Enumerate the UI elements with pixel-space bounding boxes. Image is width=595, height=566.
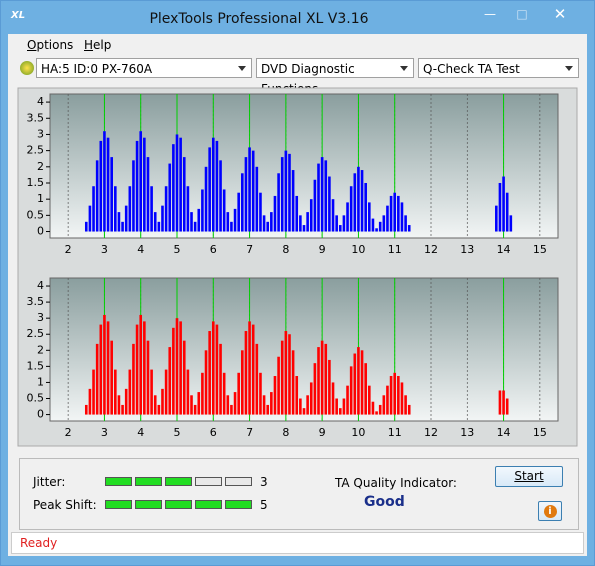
quality-value: Good [364, 494, 405, 510]
window-title: PlexTools Professional XL V3.16 [149, 11, 369, 27]
peak-shift-value: 5 [260, 498, 268, 512]
close-button[interactable]: ✕ [553, 5, 567, 23]
client-area: Options Help HA:5 ID:0 PX-760A DVD Diagn… [8, 34, 587, 556]
test-select[interactable]: Q-Check TA Test [418, 58, 579, 78]
peak-shift-label: Peak Shift: [33, 498, 97, 512]
info-button[interactable]: i [538, 501, 562, 521]
drive-select[interactable]: HA:5 ID:0 PX-760A [36, 58, 252, 78]
status-text: Ready [20, 536, 58, 550]
meter-segment [225, 477, 252, 486]
meter-segment [225, 500, 252, 509]
menu-item[interactable]: Help [84, 38, 112, 52]
meter-segment [135, 500, 162, 509]
quality-label: TA Quality Indicator: [335, 476, 457, 490]
indicator-panel: Jitter: 3 Peak Shift: 5 TA Quality Indic… [19, 458, 579, 530]
meter-segment [165, 500, 192, 509]
jitter-label: Jitter: [33, 475, 66, 489]
drive-icon [20, 61, 34, 75]
start-button[interactable]: Start [495, 466, 563, 487]
meter-segment [105, 500, 132, 509]
meter-segment [165, 477, 192, 486]
meter-segment [195, 477, 222, 486]
minimize-button[interactable]: — [484, 7, 496, 21]
menu-item[interactable]: Options [27, 38, 74, 52]
jitter-value: 3 [260, 475, 268, 489]
function-select[interactable]: DVD Diagnostic Functions [256, 58, 414, 96]
meter-segment [105, 477, 132, 486]
status-bar: Ready [11, 532, 584, 554]
meter-segment [195, 500, 222, 509]
maximize-button[interactable]: □ [516, 7, 528, 21]
app-icon: XL [11, 10, 26, 21]
meter-segment [135, 477, 162, 486]
